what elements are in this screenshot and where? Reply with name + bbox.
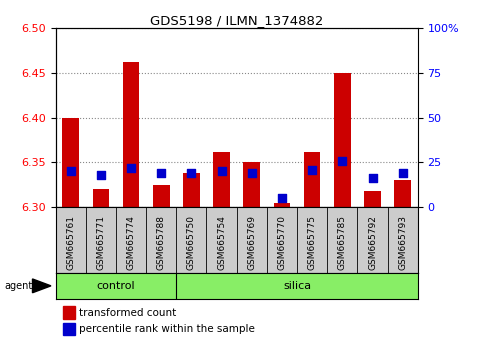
Bar — [63, 323, 75, 335]
Text: transformed count: transformed count — [79, 308, 176, 318]
Bar — [93, 189, 109, 207]
Bar — [304, 152, 320, 207]
Text: GSM665771: GSM665771 — [96, 215, 105, 270]
Point — [278, 195, 286, 201]
Bar — [183, 173, 199, 207]
Point — [127, 165, 135, 171]
Text: GSM665788: GSM665788 — [156, 215, 166, 270]
Title: GDS5198 / ILMN_1374882: GDS5198 / ILMN_1374882 — [150, 14, 323, 27]
Text: GSM665775: GSM665775 — [308, 215, 317, 270]
Bar — [56, 273, 176, 299]
Text: GSM665770: GSM665770 — [277, 215, 286, 270]
Text: GSM665792: GSM665792 — [368, 215, 377, 270]
Point — [67, 169, 74, 174]
Text: silica: silica — [283, 281, 311, 291]
Bar — [243, 162, 260, 207]
Text: agent: agent — [5, 281, 33, 291]
Text: GSM665785: GSM665785 — [338, 215, 347, 270]
Point — [157, 170, 165, 176]
Text: GSM665769: GSM665769 — [247, 215, 256, 270]
Bar — [364, 191, 381, 207]
Text: GSM665793: GSM665793 — [398, 215, 407, 270]
Bar — [62, 118, 79, 207]
Bar — [395, 180, 411, 207]
Point — [308, 167, 316, 172]
Polygon shape — [32, 279, 51, 293]
Text: GSM665754: GSM665754 — [217, 215, 226, 270]
Text: GSM665774: GSM665774 — [127, 215, 136, 270]
Bar — [63, 306, 75, 319]
Point — [369, 176, 376, 181]
Bar — [334, 73, 351, 207]
Point — [97, 172, 105, 178]
Point — [218, 169, 226, 174]
Bar — [123, 62, 139, 207]
Point — [248, 170, 256, 176]
Bar — [176, 273, 418, 299]
Text: control: control — [97, 281, 135, 291]
Text: GSM665750: GSM665750 — [187, 215, 196, 270]
Bar — [213, 152, 230, 207]
Point — [399, 170, 407, 176]
Point — [339, 158, 346, 164]
Text: GSM665761: GSM665761 — [66, 215, 75, 270]
Bar — [274, 202, 290, 207]
Bar — [153, 185, 170, 207]
Point — [187, 170, 195, 176]
Text: percentile rank within the sample: percentile rank within the sample — [79, 324, 255, 334]
